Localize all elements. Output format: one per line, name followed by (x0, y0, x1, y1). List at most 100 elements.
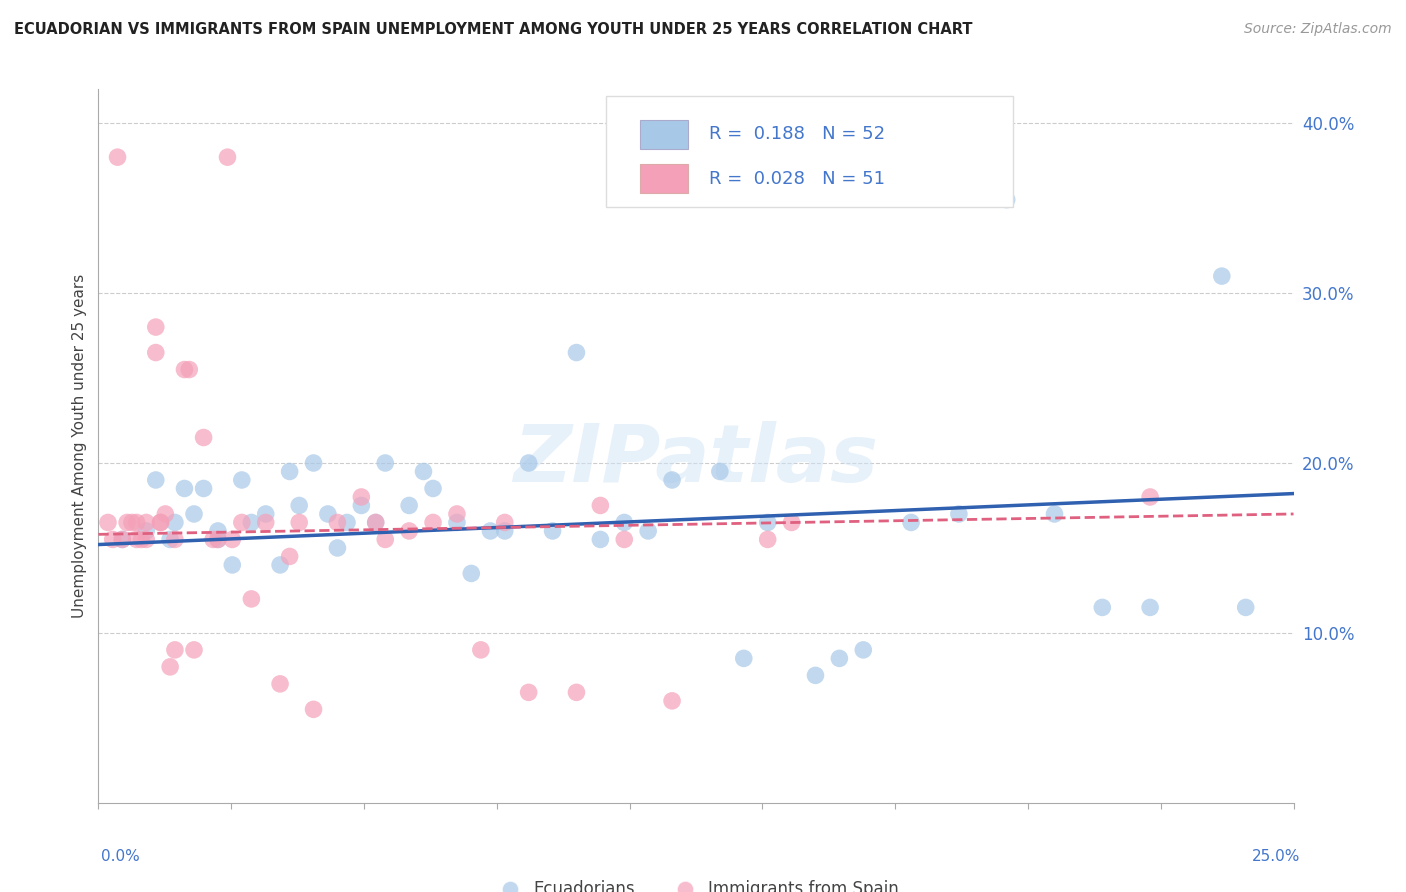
Point (217, 150, 239, 164)
Point (173, 362, 195, 376)
Point (374, 456, 396, 470)
Point (398, 524, 420, 538)
Point (288, 499, 311, 513)
Point (111, 533, 134, 547)
Point (517, 456, 540, 470)
Point (288, 516, 311, 530)
Point (326, 541, 349, 555)
Point (221, 533, 243, 547)
Point (107, 150, 129, 164)
Point (479, 524, 502, 538)
Point (145, 345, 167, 359)
Point (1211, 269, 1233, 284)
Point (121, 516, 143, 530)
Point (948, 507, 970, 521)
Text: R =  0.188   N = 52: R = 0.188 N = 52 (709, 125, 886, 144)
Point (613, 533, 636, 547)
Point (565, 345, 588, 359)
Point (111, 533, 134, 547)
Point (254, 516, 277, 530)
Point (193, 482, 215, 496)
Point (231, 473, 253, 487)
Point (135, 516, 157, 530)
Legend: Ecuadorians, Immigrants from Spain: Ecuadorians, Immigrants from Spain (486, 874, 905, 892)
Point (125, 533, 148, 547)
Point (565, 685, 588, 699)
Point (733, 651, 755, 665)
Text: ZIPatlas: ZIPatlas (513, 421, 879, 500)
Point (101, 533, 124, 547)
Point (145, 473, 167, 487)
Point (163, 516, 186, 530)
Text: 0.0%: 0.0% (101, 849, 141, 863)
Point (240, 516, 263, 530)
Point (155, 507, 177, 521)
Point (149, 516, 172, 530)
Text: 25.0%: 25.0% (1253, 849, 1301, 863)
Point (995, 193, 1018, 207)
Point (207, 533, 229, 547)
Point (350, 499, 373, 513)
Point (135, 533, 157, 547)
Point (1139, 600, 1161, 615)
Point (589, 499, 612, 513)
Bar (640, 164, 688, 193)
Point (202, 533, 225, 547)
Point (278, 549, 301, 564)
Point (470, 643, 492, 657)
Point (446, 507, 468, 521)
Point (852, 643, 875, 657)
Point (149, 516, 172, 530)
Point (193, 430, 215, 444)
Bar (640, 120, 688, 149)
Point (517, 685, 540, 699)
Point (350, 490, 373, 504)
FancyBboxPatch shape (606, 96, 1012, 207)
Point (302, 456, 325, 470)
Point (183, 643, 205, 657)
Point (302, 702, 325, 716)
Point (494, 516, 516, 530)
Point (374, 533, 396, 547)
Point (661, 694, 683, 708)
Point (179, 362, 201, 376)
Point (159, 533, 181, 547)
Point (589, 533, 612, 547)
Point (1234, 600, 1257, 615)
Point (131, 533, 153, 547)
Point (173, 482, 195, 496)
Text: R =  0.028   N = 51: R = 0.028 N = 51 (709, 169, 886, 187)
Point (756, 516, 779, 530)
Point (422, 516, 444, 530)
Point (269, 677, 291, 691)
Point (207, 533, 229, 547)
Point (364, 516, 387, 530)
Point (900, 516, 922, 530)
Point (422, 482, 444, 496)
Point (494, 524, 516, 538)
Point (613, 516, 636, 530)
Point (412, 465, 434, 479)
Point (221, 558, 243, 572)
Point (828, 651, 851, 665)
Point (637, 524, 659, 538)
Point (159, 660, 181, 674)
Point (709, 465, 731, 479)
Point (125, 516, 148, 530)
Point (756, 533, 779, 547)
Point (240, 591, 263, 606)
Point (254, 507, 277, 521)
Point (336, 516, 359, 530)
Point (460, 566, 482, 581)
Point (269, 558, 291, 572)
Y-axis label: Unemployment Among Youth under 25 years: Unemployment Among Youth under 25 years (72, 274, 87, 618)
Text: Source: ZipAtlas.com: Source: ZipAtlas.com (1244, 22, 1392, 37)
Point (1043, 507, 1066, 521)
Point (231, 516, 253, 530)
Point (316, 507, 339, 521)
Point (163, 643, 186, 657)
Point (364, 516, 387, 530)
Point (446, 516, 468, 530)
Text: ECUADORIAN VS IMMIGRANTS FROM SPAIN UNEMPLOYMENT AMONG YOUTH UNDER 25 YEARS CORR: ECUADORIAN VS IMMIGRANTS FROM SPAIN UNEM… (14, 22, 973, 37)
Point (804, 668, 827, 682)
